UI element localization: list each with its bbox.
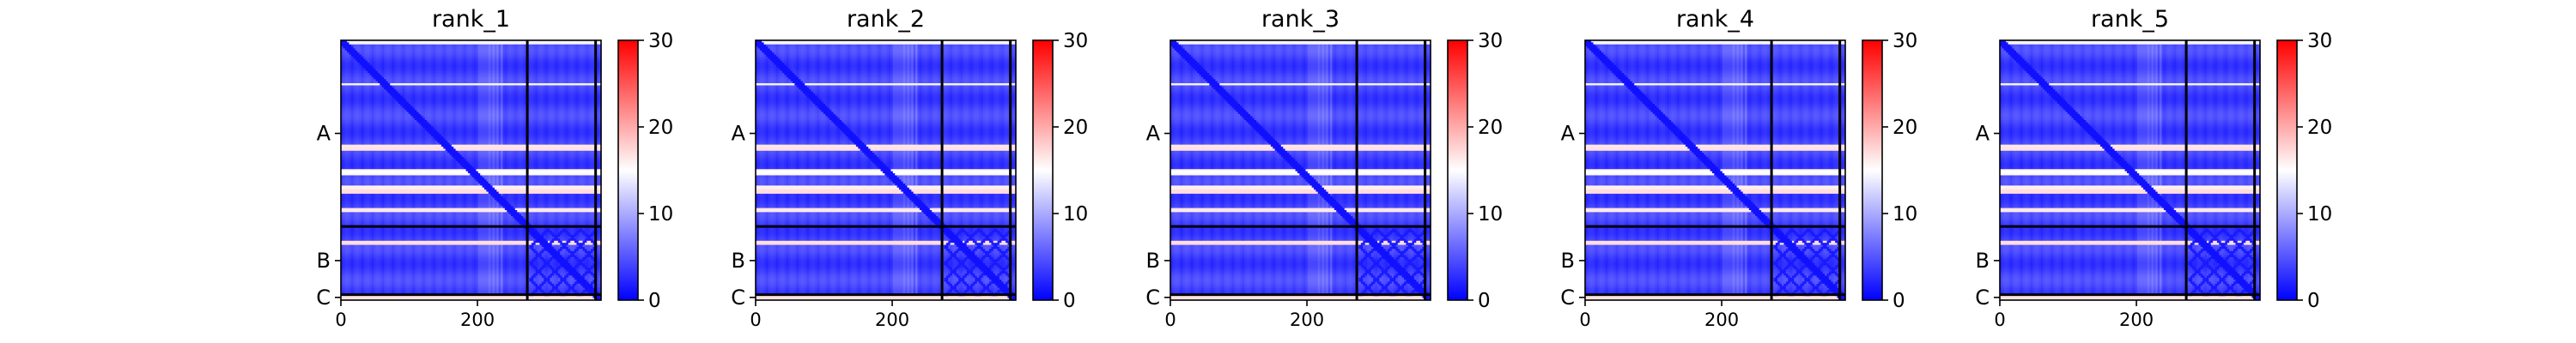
heatmap-cells (341, 40, 602, 301)
panel-title: rank_1 (432, 6, 510, 33)
